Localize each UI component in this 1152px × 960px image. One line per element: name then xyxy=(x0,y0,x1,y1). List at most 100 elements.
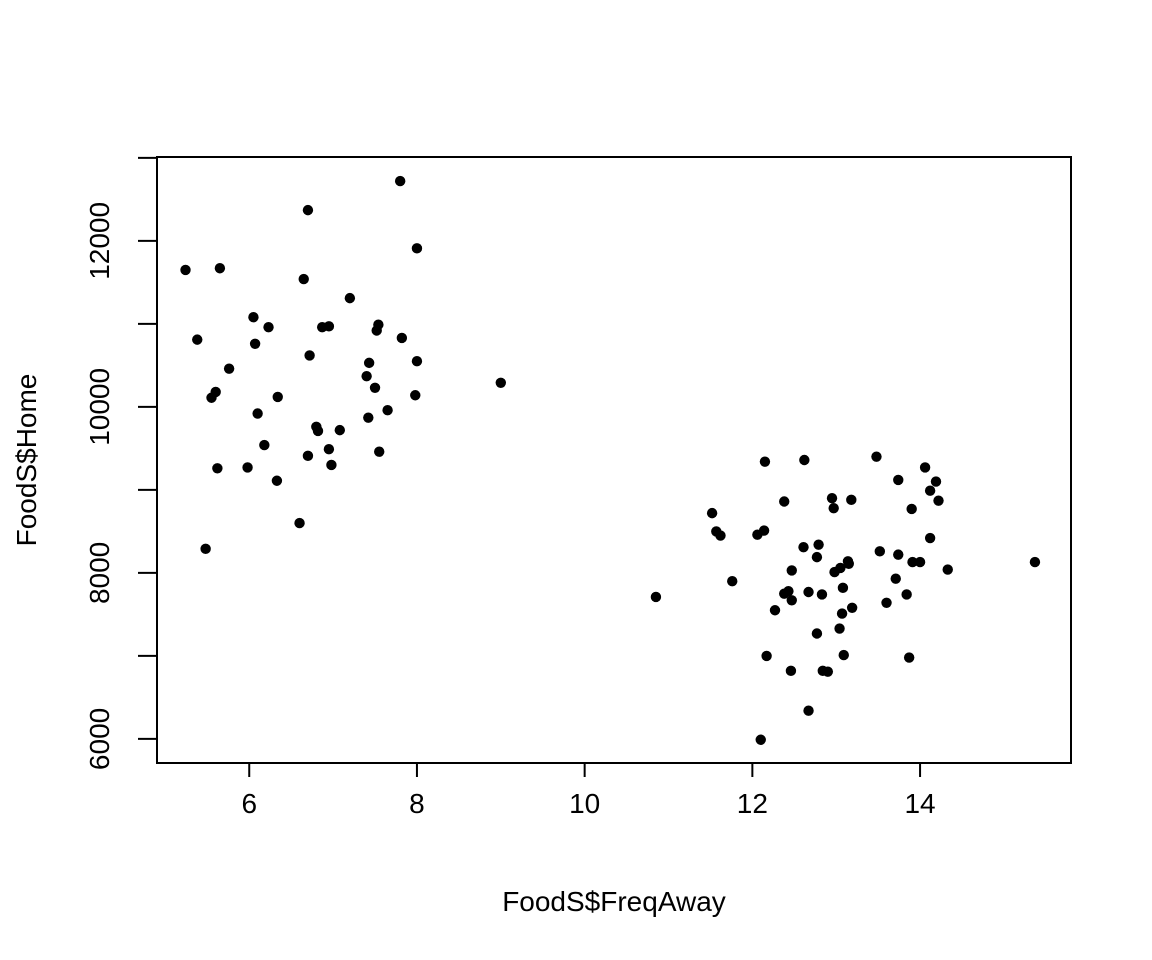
data-point xyxy=(214,263,226,274)
data-point xyxy=(396,332,408,344)
data-point xyxy=(799,454,810,466)
data-point xyxy=(200,543,211,555)
data-point xyxy=(363,357,375,369)
data-point xyxy=(382,404,393,416)
data-point xyxy=(786,565,797,576)
data-point xyxy=(361,370,372,382)
data-point xyxy=(843,558,854,569)
data-point xyxy=(180,264,191,276)
data-point xyxy=(785,665,797,677)
data-point xyxy=(783,585,794,597)
data-point xyxy=(249,338,261,349)
data-point xyxy=(312,425,324,437)
x-tick-label: 12 xyxy=(737,788,768,819)
data-point xyxy=(881,597,892,608)
data-point xyxy=(835,562,846,574)
data-point xyxy=(828,502,839,514)
data-point xyxy=(837,582,849,594)
x-tick-label: 14 xyxy=(904,788,935,819)
data-point xyxy=(907,556,918,568)
data-point xyxy=(715,530,726,541)
data-point xyxy=(836,608,848,619)
data-point xyxy=(411,356,423,367)
data-point xyxy=(323,444,335,455)
data-point xyxy=(302,450,314,462)
y-tick-label: 12000 xyxy=(84,202,115,280)
data-point xyxy=(798,541,809,553)
data-point xyxy=(826,492,838,504)
x-tick-label: 6 xyxy=(241,788,257,819)
data-point xyxy=(410,390,421,401)
data-point xyxy=(323,321,335,332)
data-point xyxy=(411,243,423,254)
x-tick-label: 10 xyxy=(569,788,600,819)
data-point xyxy=(727,576,738,587)
data-point xyxy=(779,496,790,507)
data-point xyxy=(304,350,315,361)
y-tick-label: 10000 xyxy=(84,368,115,446)
data-point xyxy=(803,705,814,716)
data-point xyxy=(893,474,904,486)
data-point xyxy=(838,649,849,661)
data-point xyxy=(212,463,223,474)
data-point xyxy=(334,424,345,436)
data-point xyxy=(223,363,235,374)
x-tick-label: 8 xyxy=(409,788,425,819)
data-point xyxy=(786,595,797,606)
data-point xyxy=(344,292,356,304)
data-point xyxy=(933,495,944,506)
data-point xyxy=(816,589,828,600)
data-point xyxy=(769,605,781,616)
plot-frame xyxy=(156,156,1072,764)
data-point xyxy=(759,456,771,467)
data-point xyxy=(242,462,253,473)
data-point xyxy=(901,589,912,600)
data-point xyxy=(914,556,926,568)
data-point xyxy=(834,623,845,634)
data-point xyxy=(942,564,953,575)
data-point xyxy=(811,551,823,563)
data-point xyxy=(811,628,823,639)
data-point xyxy=(890,573,901,584)
data-point xyxy=(924,532,936,544)
data-point xyxy=(906,503,917,515)
data-point xyxy=(893,549,904,560)
data-point xyxy=(822,666,834,677)
data-point xyxy=(1029,556,1041,568)
data-point xyxy=(813,539,824,550)
data-point xyxy=(374,446,385,457)
x-axis-ticks: 6 8 10 12 14 xyxy=(241,763,936,819)
data-point xyxy=(302,204,314,216)
data-point xyxy=(206,392,217,403)
data-point xyxy=(903,652,915,663)
data-point xyxy=(363,412,374,423)
y-tick-label: 8000 xyxy=(84,542,115,604)
data-point xyxy=(248,312,259,323)
data-points xyxy=(180,175,1041,745)
data-point xyxy=(369,382,381,393)
data-point xyxy=(761,650,772,662)
y-tick-label: 6000 xyxy=(84,708,115,770)
data-point xyxy=(874,546,886,557)
data-point xyxy=(752,529,763,540)
y-axis-title: FoodS$Home xyxy=(11,374,42,547)
data-point xyxy=(326,459,337,471)
data-point xyxy=(803,586,814,598)
data-point xyxy=(930,476,942,487)
data-point xyxy=(846,494,857,506)
data-point xyxy=(373,319,384,330)
data-point xyxy=(495,377,506,388)
data-point xyxy=(298,273,309,285)
data-point xyxy=(846,602,858,613)
data-point xyxy=(919,462,931,473)
data-point xyxy=(252,408,263,419)
data-point xyxy=(263,321,274,333)
data-point xyxy=(924,485,936,496)
data-point xyxy=(871,451,882,462)
data-point xyxy=(294,517,305,529)
data-point xyxy=(271,475,283,486)
data-point xyxy=(650,591,662,603)
data-point xyxy=(706,507,718,519)
data-point xyxy=(259,439,270,451)
